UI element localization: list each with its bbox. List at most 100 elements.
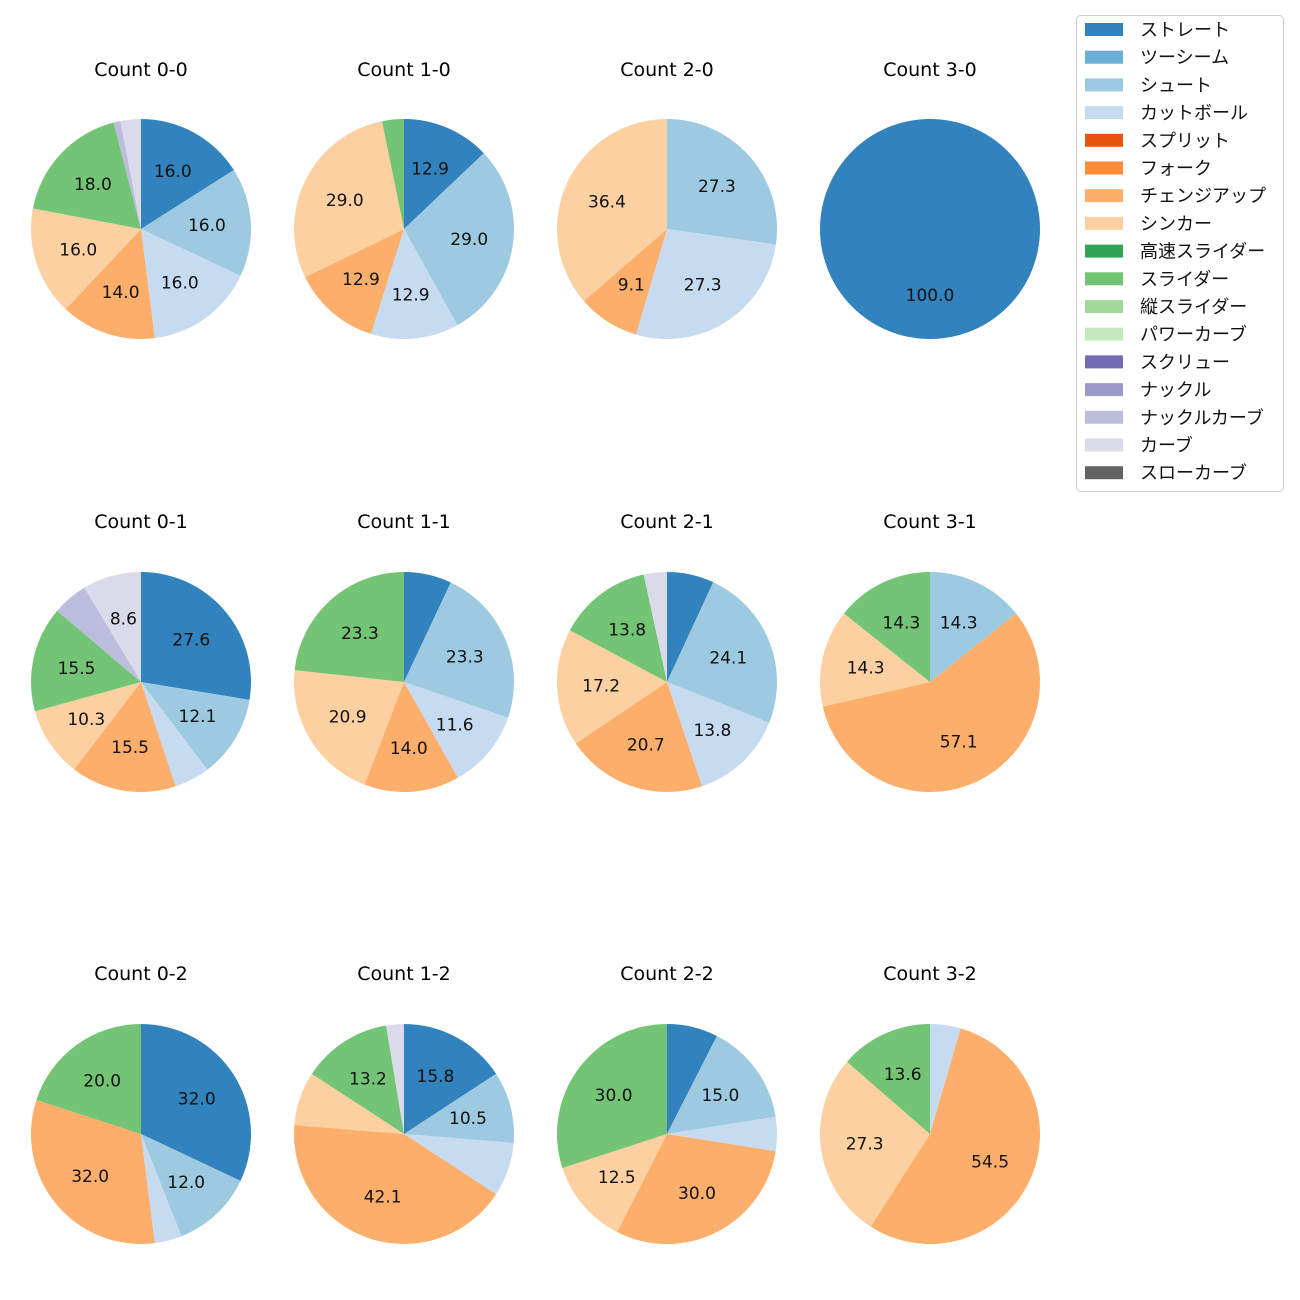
slice-value-label: 14.0: [102, 283, 140, 303]
slice-value-label: 23.3: [341, 624, 379, 644]
pie-slice-シュート: [404, 1073, 514, 1143]
legend-swatch: [1085, 466, 1123, 480]
legend-item: スローカーブ: [1085, 462, 1247, 484]
pie-slice-シュート: [141, 170, 251, 276]
pie-slice-ストレート: [667, 1024, 717, 1134]
slice-value-label: 15.0: [701, 1086, 739, 1106]
legend-swatch: [1085, 106, 1123, 120]
pie-slice-チェンジアップ: [583, 229, 667, 335]
slice-value-label: 29.0: [326, 191, 364, 211]
slice-value-label: 54.5: [971, 1152, 1009, 1172]
pie-slice-ストレート: [141, 1024, 251, 1181]
legend-swatch: [1085, 300, 1123, 313]
slice-value-label: 13.6: [884, 1065, 922, 1085]
pie-slice-シュート: [404, 153, 514, 326]
pie-slice-シンカー: [294, 121, 404, 278]
legend-label: シュート: [1140, 75, 1212, 96]
legend-label: ナックル: [1140, 380, 1211, 401]
legend-item: チェンジアップ: [1085, 186, 1266, 207]
slice-value-label: 9.1: [618, 276, 645, 296]
legend-item: スクリュー: [1085, 352, 1230, 373]
pie-slice-シンカー: [820, 1061, 930, 1227]
slice-value-label: 13.2: [349, 1070, 387, 1090]
pie-slice-チェンジアップ: [617, 1134, 776, 1245]
pie-slice-チェンジアップ: [822, 613, 1040, 792]
pie-count-3-1: Count 3-1 14.3 57.1 14.3 14.3: [820, 511, 1040, 792]
pie-slice-シュート: [667, 1035, 776, 1134]
slice-value-label: 12.0: [167, 1173, 205, 1193]
slice-value-label: 29.0: [450, 230, 488, 250]
legend-item: ナックルカーブ: [1085, 407, 1264, 429]
pie-slice-スライダー: [843, 572, 930, 682]
slice-value-label: 15.5: [111, 738, 149, 758]
legend-label: カットボール: [1140, 103, 1248, 124]
legend-label: スローカーブ: [1140, 462, 1247, 484]
legend-swatch: [1085, 383, 1123, 397]
slice-value-label: 32.0: [71, 1167, 109, 1187]
pie-count-3-0: Count 3-0 100.0: [820, 59, 1040, 339]
pie-title: Count 3-1: [883, 511, 977, 533]
pie-count-2-2: Count 2-2 15.0 30.0 12.5 30.0: [557, 963, 777, 1245]
slice-value-label: 12.9: [411, 159, 449, 179]
slice-value-label: 42.1: [364, 1187, 402, 1207]
legend-item: ストレート: [1085, 20, 1230, 41]
pie-title: Count 0-0: [94, 59, 188, 81]
pie-slice-チェンジアップ: [65, 229, 155, 339]
slice-value-label: 30.0: [595, 1086, 633, 1106]
pie-slice-カットボール: [636, 229, 776, 339]
pie-slice-チェンジアップ: [870, 1028, 1041, 1244]
pie-slice-チェンジアップ: [31, 1100, 155, 1244]
pie-count-1-1: Count 1-1 23.3 11.6 14.0 20.9 23.3: [294, 511, 514, 792]
legend-swatch: [1085, 410, 1123, 424]
pie-slice-スライダー: [294, 572, 404, 682]
slice-value-label: 12.1: [179, 707, 217, 727]
legend-item: 高速スライダー: [1085, 242, 1265, 263]
pie-slice-シンカー: [294, 670, 404, 785]
legend-item: パワーカーブ: [1085, 324, 1247, 346]
slice-value-label: 14.3: [847, 658, 885, 678]
slice-value-label: 16.0: [59, 240, 97, 260]
legend-swatch: [1085, 78, 1123, 92]
legend-item: ナックル: [1085, 380, 1211, 401]
slice-value-label: 24.1: [709, 649, 747, 669]
pie-title: Count 1-2: [357, 963, 451, 985]
legend-swatch: [1085, 161, 1123, 175]
pie-count-0-2: Count 0-2 32.0 12.0 32.0 20.0: [31, 963, 251, 1244]
pie-title: Count 3-2: [883, 963, 977, 985]
pie-slice-ストレート: [141, 119, 234, 229]
pie-slice-シュート: [404, 582, 514, 718]
pie-slice-シュート: [141, 682, 250, 770]
pie-slice-カットボール: [930, 1024, 961, 1134]
pie-count-3-2: Count 3-2 54.5 27.3 13.6: [820, 963, 1041, 1244]
pie-slice-シュート: [930, 572, 1017, 682]
legend-label: カーブ: [1140, 435, 1193, 457]
pie-count-1-2: Count 1-2 15.8 10.5 42.1 13.2: [294, 963, 514, 1244]
pie-slice-カットボール: [404, 682, 509, 778]
legend-swatch: [1085, 133, 1123, 147]
pie-count-2-1: Count 2-1 24.1 13.8 20.7 17.2 13.8: [557, 511, 778, 792]
legend-label: スクリュー: [1140, 352, 1230, 373]
slice-value-label: 27.3: [698, 177, 736, 197]
pie-slice-シュート: [667, 582, 778, 723]
pie-slice-カーブ: [120, 119, 141, 229]
slice-value-label: 23.3: [446, 647, 484, 667]
pie-slice-カーブ: [84, 572, 141, 682]
pie-count-0-1: Count 0-1 27.6 12.1 15.5 10.3 15.5 8.6: [31, 511, 251, 792]
legend-label: ナックルカーブ: [1140, 407, 1264, 429]
slice-value-label: 100.0: [906, 286, 955, 306]
pie-title: Count 3-0: [883, 59, 977, 81]
pie-slice-ナックルカーブ: [113, 120, 141, 229]
pie-slice-スライダー: [32, 122, 141, 229]
pie-title: Count 0-2: [94, 963, 188, 985]
legend-swatch: [1085, 23, 1123, 36]
legend-swatch: [1085, 355, 1123, 369]
pie-slice-カーブ: [386, 1024, 404, 1134]
pie-slice-チェンジアップ: [74, 682, 176, 792]
pie-slice-シュート: [141, 1134, 241, 1237]
pie-slice-カットボール: [141, 1134, 182, 1244]
pie-slice-チェンジアップ: [364, 682, 458, 792]
pie-slice-シンカー: [820, 613, 930, 707]
pie-slice-シンカー: [557, 118, 667, 302]
legend-item: ツーシーム: [1085, 48, 1229, 69]
legend-item: シュート: [1085, 75, 1212, 96]
